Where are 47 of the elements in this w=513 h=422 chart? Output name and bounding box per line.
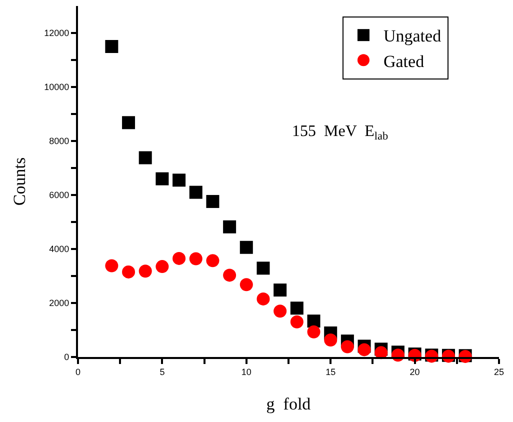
point — [307, 325, 320, 338]
point — [206, 194, 220, 208]
point — [138, 151, 152, 164]
point — [256, 292, 270, 306]
y-tick-label: 6000 — [49, 190, 70, 200]
point — [122, 116, 136, 130]
point — [223, 268, 236, 282]
y-tick-label: 2000 — [49, 298, 70, 308]
x-tick-label: 10 — [241, 366, 252, 377]
y-tick-label: 10000 — [44, 82, 70, 92]
point — [189, 252, 202, 266]
point — [172, 174, 186, 187]
point — [223, 220, 236, 234]
x-tick-label: 15 — [326, 366, 336, 377]
point — [206, 254, 220, 268]
point — [290, 315, 304, 328]
x-tick-label: 20 — [410, 366, 420, 377]
point — [256, 262, 270, 275]
point — [358, 343, 371, 356]
point — [274, 304, 287, 318]
point — [156, 260, 169, 274]
x-axis-title: g fold — [266, 394, 312, 414]
y-tick-label: 12000 — [44, 28, 70, 38]
point — [105, 40, 118, 53]
point — [189, 186, 202, 199]
point — [290, 302, 304, 315]
annotation: 155 MeV E$_{lab}$ — [292, 123, 388, 142]
y-tick-label: 0 — [64, 352, 70, 362]
point — [156, 172, 169, 186]
x-tick-label: 5 — [160, 366, 165, 377]
point — [340, 340, 354, 354]
point — [138, 264, 152, 278]
point — [240, 240, 253, 254]
point — [105, 259, 118, 272]
point — [274, 284, 287, 297]
y-axis-title: Counts — [10, 157, 30, 206]
x-tick-label: 25 — [494, 366, 504, 377]
y-tick-label: 8000 — [49, 136, 70, 146]
point — [307, 314, 320, 328]
point — [122, 265, 136, 278]
point — [324, 333, 338, 346]
point — [240, 278, 253, 292]
point — [172, 252, 186, 265]
legend-label: Ungated — [383, 26, 442, 46]
x-tick-label: 0 — [75, 366, 81, 377]
legend-label: Gated — [383, 52, 425, 71]
y-tick-label: 4000 — [49, 244, 70, 254]
